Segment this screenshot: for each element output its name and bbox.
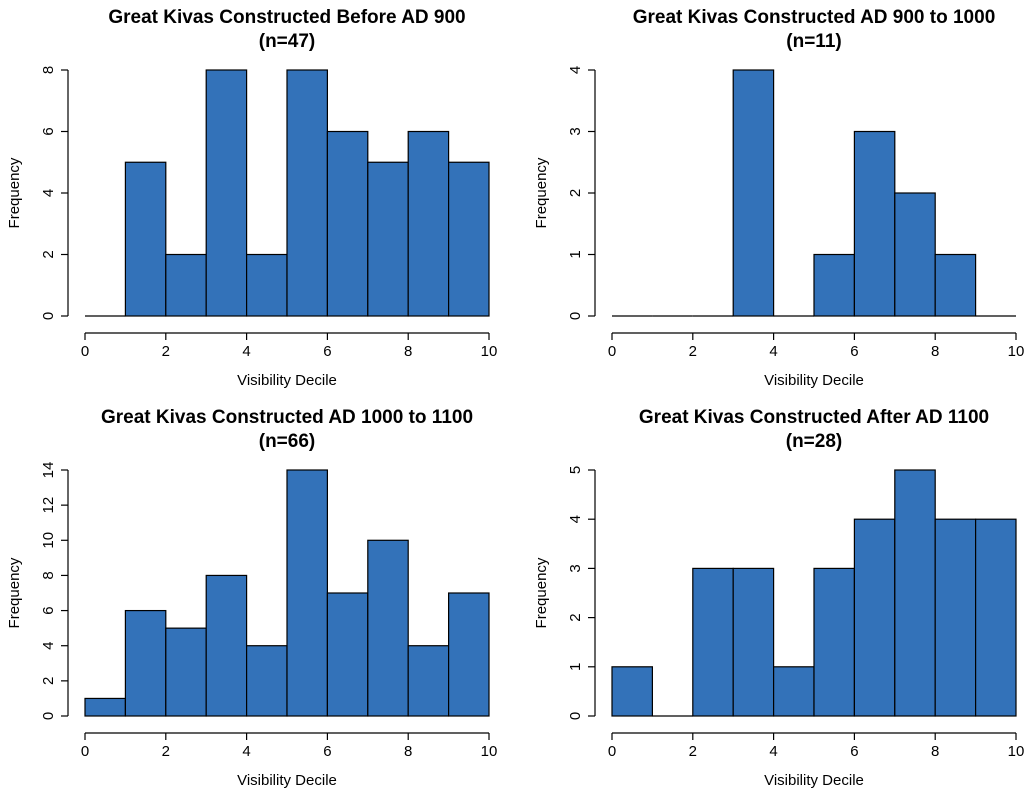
bar xyxy=(407,130,450,317)
bar xyxy=(205,574,248,717)
x-axis-label: Visibility Decile xyxy=(237,772,337,789)
x-tick-label: 2 xyxy=(162,743,170,760)
y-tick-label: 4 xyxy=(567,66,584,74)
bar xyxy=(246,645,288,717)
chart-title: Great Kivas Constructed AD 900 to 1000 xyxy=(633,7,996,28)
y-tick-label: 8 xyxy=(40,66,57,74)
x-tick-label: 2 xyxy=(689,343,697,360)
y-tick-label: 4 xyxy=(40,642,57,650)
bar xyxy=(286,69,329,317)
y-tick-label: 2 xyxy=(567,189,584,197)
bar xyxy=(124,609,167,717)
y-tick-label: 2 xyxy=(567,613,584,621)
bar xyxy=(448,592,490,717)
y-tick-label: 1 xyxy=(567,663,584,671)
bar xyxy=(894,192,936,317)
bar xyxy=(367,539,409,717)
x-tick-label: 6 xyxy=(323,743,331,760)
x-tick-label: 4 xyxy=(769,743,777,760)
x-tick-label: 8 xyxy=(931,743,939,760)
x-axis-label: Visibility Decile xyxy=(764,372,864,389)
bar xyxy=(934,253,977,317)
x-tick-label: 4 xyxy=(242,743,250,760)
bar xyxy=(853,130,896,317)
x-tick-label: 8 xyxy=(931,343,939,360)
bar xyxy=(813,253,856,317)
bar xyxy=(367,161,409,317)
chart-subtitle: (n=11) xyxy=(786,31,841,52)
y-axis-label: Frequency xyxy=(533,157,550,228)
bar xyxy=(692,567,734,717)
y-tick-label: 6 xyxy=(40,127,57,135)
y-axis-label: Frequency xyxy=(533,557,550,628)
x-tick-label: 0 xyxy=(81,343,89,360)
bar xyxy=(894,469,936,717)
y-tick-label: 0 xyxy=(567,312,584,320)
x-tick-label: 0 xyxy=(81,743,89,760)
x-tick-label: 0 xyxy=(608,743,616,760)
x-tick-label: 10 xyxy=(481,743,498,760)
y-tick-label: 10 xyxy=(40,532,57,549)
x-axis-label: Visibility Decile xyxy=(764,772,864,789)
x-tick-label: 6 xyxy=(323,343,331,360)
y-tick-label: 8 xyxy=(40,571,57,579)
bar xyxy=(732,567,775,717)
chart-title: Great Kivas Constructed After AD 1100 xyxy=(639,407,989,428)
x-tick-label: 8 xyxy=(404,343,412,360)
y-tick-label: 14 xyxy=(40,462,57,479)
x-tick-label: 4 xyxy=(242,343,250,360)
y-tick-label: 6 xyxy=(40,606,57,614)
bar xyxy=(732,69,775,317)
bar xyxy=(84,697,127,717)
y-tick-label: 3 xyxy=(567,564,584,572)
y-tick-label: 2 xyxy=(40,250,57,258)
y-tick-label: 2 xyxy=(40,677,57,685)
x-tick-label: 2 xyxy=(689,743,697,760)
bar xyxy=(205,69,248,317)
x-axis-label: Visibility Decile xyxy=(237,372,337,389)
bar xyxy=(934,518,977,717)
chart-subtitle: (n=66) xyxy=(259,431,316,452)
x-tick-label: 8 xyxy=(404,743,412,760)
chart-subtitle: (n=28) xyxy=(786,431,843,452)
x-tick-label: 4 xyxy=(769,343,777,360)
y-tick-label: 12 xyxy=(40,497,57,514)
x-tick-label: 0 xyxy=(608,343,616,360)
bar xyxy=(286,469,329,717)
chart-title: Great Kivas Constructed Before AD 900 xyxy=(108,7,465,28)
x-tick-label: 6 xyxy=(850,343,858,360)
bar xyxy=(407,645,450,717)
y-tick-label: 0 xyxy=(567,712,584,720)
y-axis-label: Frequency xyxy=(6,557,23,628)
x-tick-label: 6 xyxy=(850,743,858,760)
bar xyxy=(124,161,167,317)
y-tick-label: 3 xyxy=(567,127,584,135)
y-tick-label: 4 xyxy=(40,189,57,197)
x-tick-label: 10 xyxy=(1008,743,1025,760)
y-tick-label: 0 xyxy=(40,312,57,320)
y-tick-label: 1 xyxy=(567,250,584,258)
chart-title: Great Kivas Constructed AD 1000 to 1100 xyxy=(101,407,473,428)
bar xyxy=(448,161,490,317)
bar xyxy=(326,592,369,717)
bar xyxy=(246,253,288,317)
x-tick-label: 2 xyxy=(162,343,170,360)
bar xyxy=(611,666,654,717)
bar xyxy=(974,518,1017,717)
chart-subtitle: (n=47) xyxy=(259,31,316,52)
x-tick-label: 10 xyxy=(481,343,498,360)
bar xyxy=(326,130,369,317)
bar xyxy=(165,627,207,717)
bar xyxy=(853,518,896,717)
y-tick-label: 0 xyxy=(40,712,57,720)
bar xyxy=(813,567,856,717)
x-tick-label: 10 xyxy=(1008,343,1025,360)
y-tick-label: 4 xyxy=(567,515,584,523)
y-axis-label: Frequency xyxy=(6,157,23,228)
y-tick-label: 5 xyxy=(567,466,584,474)
bar xyxy=(165,253,207,317)
bar xyxy=(772,666,815,717)
